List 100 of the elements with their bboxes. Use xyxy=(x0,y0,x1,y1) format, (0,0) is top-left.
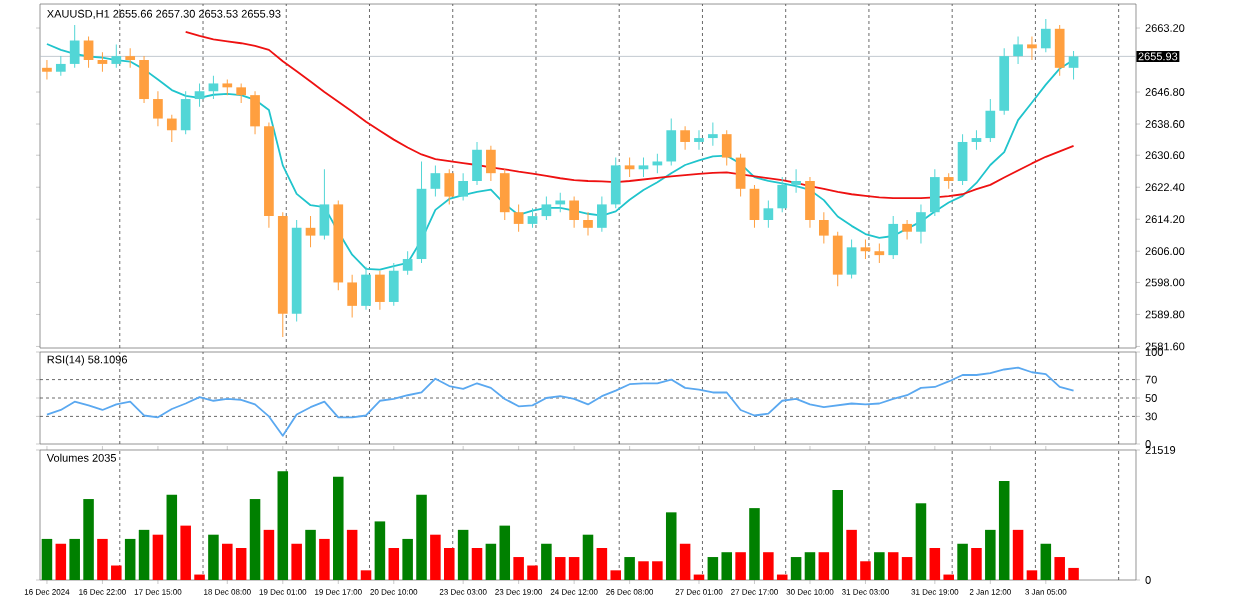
candlestick xyxy=(444,168,455,205)
candlestick xyxy=(347,274,357,319)
candlestick xyxy=(832,231,843,287)
candlestick xyxy=(610,157,621,209)
bar xyxy=(346,529,358,580)
bar xyxy=(166,494,178,580)
bar xyxy=(41,538,53,580)
candlestick xyxy=(1054,24,1065,77)
candlestick xyxy=(805,176,815,229)
bar xyxy=(55,543,67,580)
candlestick xyxy=(250,90,260,135)
candlestick xyxy=(929,168,940,217)
candlestick xyxy=(208,75,219,100)
candlestick xyxy=(791,168,801,194)
candlestick xyxy=(180,90,191,135)
bar xyxy=(1040,543,1052,580)
candlestick xyxy=(1040,18,1051,53)
bar xyxy=(152,534,164,580)
candlestick xyxy=(818,211,829,244)
candlestick xyxy=(83,36,94,69)
candlestick xyxy=(624,157,635,178)
candlestick xyxy=(153,90,163,127)
candlestick xyxy=(735,153,746,198)
candlestick xyxy=(527,207,538,229)
bar xyxy=(1012,529,1024,580)
candlestick xyxy=(597,196,607,233)
candlestick xyxy=(680,125,690,151)
bar xyxy=(263,529,275,580)
bar xyxy=(1026,570,1038,580)
candlestick xyxy=(125,47,136,69)
candlestick xyxy=(402,250,413,276)
candlestick xyxy=(194,82,205,108)
candlestick xyxy=(583,211,593,237)
candlestick xyxy=(860,239,871,260)
bar xyxy=(957,543,968,580)
candlestick xyxy=(957,133,968,186)
bar xyxy=(901,557,913,580)
candlestick xyxy=(749,184,760,229)
candlestick xyxy=(874,242,885,264)
candlestick xyxy=(513,203,524,233)
candlestick xyxy=(486,145,496,182)
bar xyxy=(305,529,316,580)
candlestick xyxy=(139,55,149,104)
candlestick xyxy=(305,215,316,248)
candlestick xyxy=(985,98,996,143)
bar xyxy=(818,552,830,580)
candlestick xyxy=(319,168,330,241)
bar xyxy=(291,543,302,580)
bar xyxy=(832,489,843,580)
bar xyxy=(471,547,483,580)
candlestick xyxy=(111,43,122,69)
candlestick xyxy=(777,176,788,213)
candlestick xyxy=(569,196,579,229)
bar xyxy=(388,547,400,580)
bar xyxy=(735,552,746,580)
candlestick xyxy=(652,153,663,174)
bar xyxy=(624,557,635,580)
bar xyxy=(804,552,816,580)
candlestick xyxy=(361,266,371,311)
candlestick xyxy=(694,129,704,151)
bar xyxy=(971,547,982,580)
bar xyxy=(790,557,802,580)
candlestick xyxy=(721,129,732,166)
bar xyxy=(360,570,372,580)
candlestick xyxy=(499,168,510,221)
candlestick xyxy=(42,59,52,81)
candlestick xyxy=(888,215,899,260)
bar xyxy=(749,508,760,580)
candlestick xyxy=(902,219,912,241)
bar xyxy=(541,543,552,580)
bar xyxy=(124,538,136,580)
bar xyxy=(887,552,899,580)
bar xyxy=(277,471,289,580)
candlestick xyxy=(541,196,552,221)
candlestick xyxy=(472,141,482,186)
candlestick xyxy=(763,200,774,229)
candlestick xyxy=(1068,50,1079,81)
bar xyxy=(333,476,344,580)
bar xyxy=(665,512,677,580)
candlestick xyxy=(97,51,108,73)
candlestick xyxy=(458,172,468,201)
candlestick xyxy=(846,239,857,280)
candlestick xyxy=(166,114,177,143)
candlestick xyxy=(708,121,718,147)
bar xyxy=(374,521,386,580)
candlestick xyxy=(375,270,385,311)
bar xyxy=(457,529,469,580)
bar xyxy=(679,543,691,580)
bar xyxy=(915,503,927,580)
candlestick xyxy=(430,164,441,198)
bar xyxy=(208,534,219,580)
candlestick xyxy=(388,262,399,307)
bar xyxy=(874,552,885,580)
candlestick xyxy=(971,129,982,151)
candlestick xyxy=(1027,36,1037,61)
candlestick xyxy=(236,82,247,104)
candlestick xyxy=(69,24,80,69)
candlestick xyxy=(55,55,66,77)
bar xyxy=(582,534,594,580)
bar xyxy=(138,529,150,580)
